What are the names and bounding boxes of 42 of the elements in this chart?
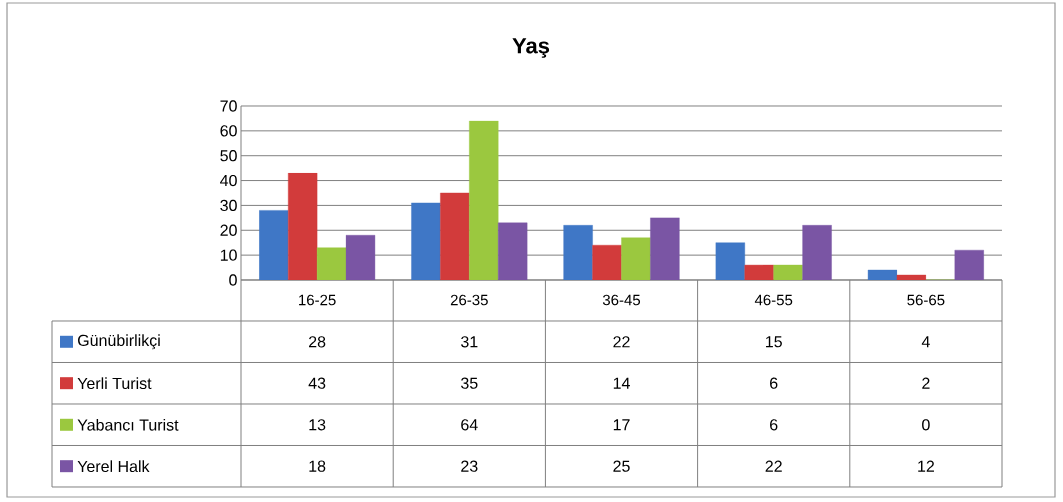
y-tick-label: 60 [220, 125, 237, 137]
data-label: 12 [918, 460, 934, 472]
y-tick-label: 70 [220, 100, 237, 112]
data-label: 4 [921, 336, 930, 348]
bar [316, 247, 347, 280]
legend-label: Yabancı Turist [77, 418, 179, 431]
data-label: 22 [765, 460, 782, 472]
y-tick-label: 40 [220, 174, 237, 187]
bar [773, 264, 803, 280]
y-tick-label: 20 [220, 224, 237, 236]
x-tick-label: 46-55 [754, 294, 793, 306]
y-tick-label: 30 [220, 199, 237, 212]
data-label: 64 [461, 419, 478, 431]
y-tick-label: 0 [229, 274, 237, 286]
data-label: 22 [613, 336, 630, 348]
data-label: 35 [461, 377, 478, 389]
legend-label: Yerli Turist [77, 377, 152, 390]
data-label: 0 [922, 419, 930, 431]
data-label: 6 [770, 377, 778, 389]
data-label: 6 [770, 419, 778, 431]
data-label: 2 [922, 377, 930, 389]
x-tick-label: 56-65 [907, 294, 945, 306]
chart-title: Yaş [512, 38, 550, 58]
x-tick-label: 26-35 [450, 294, 488, 306]
data-label: 25 [613, 460, 630, 472]
data-label: 18 [309, 460, 326, 472]
data-label: 13 [309, 419, 326, 431]
data-label: 31 [461, 336, 478, 348]
bar [621, 237, 651, 280]
data-label: 17 [613, 419, 630, 431]
data-label: 43 [308, 377, 326, 389]
y-tick-label: 50 [220, 150, 237, 162]
bar [469, 120, 499, 280]
legend-label: Yerel Halk [77, 460, 150, 473]
legend-label: Günübirlikçi [78, 334, 160, 350]
x-tick-label: 16-25 [299, 294, 336, 306]
data-label: 28 [309, 336, 326, 348]
y-tick-label: 10 [220, 249, 237, 261]
data-label: 23 [461, 460, 478, 472]
data-label: 14 [613, 377, 630, 389]
data-label: 15 [766, 336, 782, 348]
x-tick-label: 36-45 [602, 294, 641, 306]
